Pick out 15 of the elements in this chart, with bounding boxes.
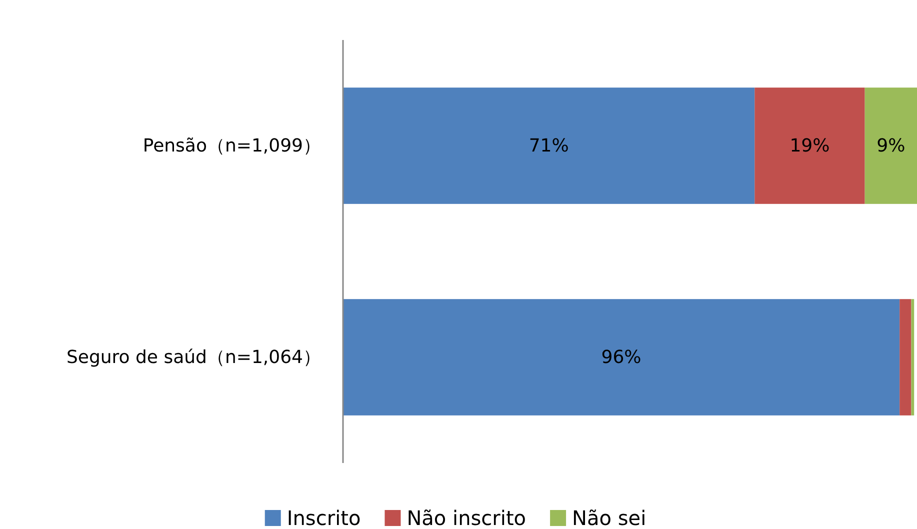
data-label: 96% [601, 346, 642, 368]
legend-label: Não sei [572, 506, 646, 529]
bar [911, 299, 914, 416]
data-label: 19% [790, 135, 830, 156]
data-label: 9% [876, 135, 906, 156]
bar [343, 299, 900, 416]
bar [900, 299, 912, 416]
bar [864, 88, 917, 204]
legend-label: Não inscrito [406, 506, 526, 529]
legend-label: Inscrito [286, 506, 361, 529]
y-tick-label: Seguro de saúd（n=1,064） [66, 346, 321, 368]
bar [754, 88, 865, 204]
bar [343, 88, 755, 204]
data-label: 71% [528, 135, 569, 156]
y-tick-label: Pensão（n=1,099） [142, 135, 321, 156]
